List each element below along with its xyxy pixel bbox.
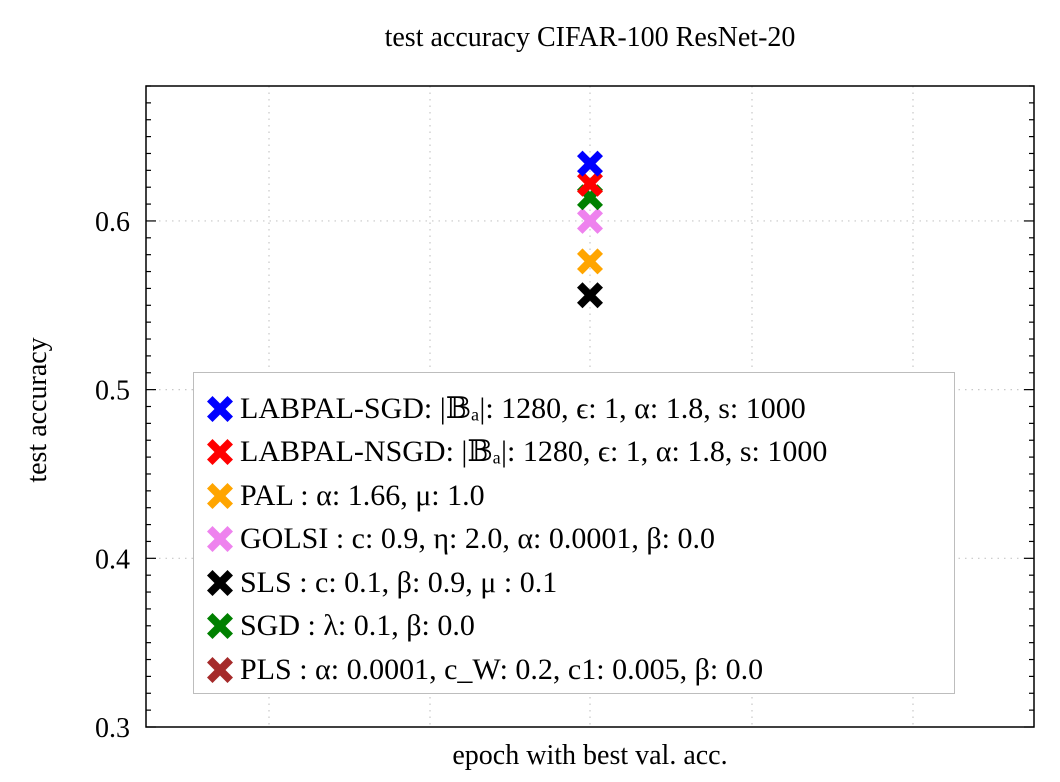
- legend-label: PAL : α: 1.66, μ: 1.0: [240, 478, 485, 512]
- legend-label: SLS : c: 0.1, β: 0.9, μ : 0.1: [240, 565, 558, 599]
- legend: LABPAL-SGD: |𝔹ₐ|: 1280, ϵ: 1, α: 1.8, s:…: [193, 372, 955, 694]
- legend-entry: GOLSI : c: 0.9, η: 2.0, α: 0.0001, β: 0.…: [202, 518, 954, 562]
- legend-entry: SGD : λ: 0.1, β: 0.0: [202, 605, 954, 649]
- legend-marker: [207, 482, 233, 509]
- legend-marker: [207, 613, 233, 640]
- legend-marker: [207, 526, 233, 553]
- legend-entry: LABPAL-SGD: |𝔹ₐ|: 1280, ϵ: 1, α: 1.8, s:…: [202, 387, 954, 431]
- data-point-4: [577, 282, 603, 309]
- y-tick-label: 0.4: [95, 544, 130, 575]
- legend-marker: [207, 439, 233, 466]
- y-axis-label: test accuracy: [22, 337, 53, 482]
- legend-label: SGD : λ: 0.1, β: 0.0: [240, 609, 475, 643]
- legend-label: GOLSI : c: 0.9, η: 2.0, α: 0.0001, β: 0.…: [240, 522, 715, 556]
- y-tick-label: 0.6: [95, 207, 130, 238]
- data-point-1: [577, 170, 603, 197]
- legend-label: LABPAL-SGD: |𝔹ₐ|: 1280, ϵ: 1, α: 1.8, s:…: [240, 391, 806, 425]
- data-points: [577, 150, 603, 309]
- data-point-3: [577, 207, 603, 234]
- legend-entry: SLS : c: 0.1, β: 0.9, μ : 0.1: [202, 561, 954, 605]
- legend-entry: PAL : α: 1.66, μ: 1.0: [202, 474, 954, 518]
- data-point-0: [577, 150, 603, 177]
- x-axis-label: epoch with best val. acc.: [452, 740, 727, 771]
- y-axis: 0.3 0.4 0.5 0.6: [95, 85, 1034, 744]
- legend-marker: [207, 569, 233, 596]
- data-point-2: [577, 248, 603, 275]
- legend-marker: [207, 395, 233, 422]
- legend-marker: [207, 656, 233, 683]
- legend-label: PLS : α: 0.0001, c_W: 0.2, c1: 0.005, β:…: [240, 652, 764, 686]
- chart-title: test accuracy CIFAR-100 ResNet-20: [385, 22, 796, 53]
- y-tick-label: 0.3: [95, 713, 130, 744]
- y-tick-label: 0.5: [95, 376, 130, 407]
- legend-entry: LABPAL-NSGD: |𝔹ₐ|: 1280, ϵ: 1, α: 1.8, s…: [202, 431, 954, 475]
- legend-entry: PLS : α: 0.0001, c_W: 0.2, c1: 0.005, β:…: [202, 648, 954, 692]
- legend-label: LABPAL-NSGD: |𝔹ₐ|: 1280, ϵ: 1, α: 1.8, s…: [240, 435, 828, 469]
